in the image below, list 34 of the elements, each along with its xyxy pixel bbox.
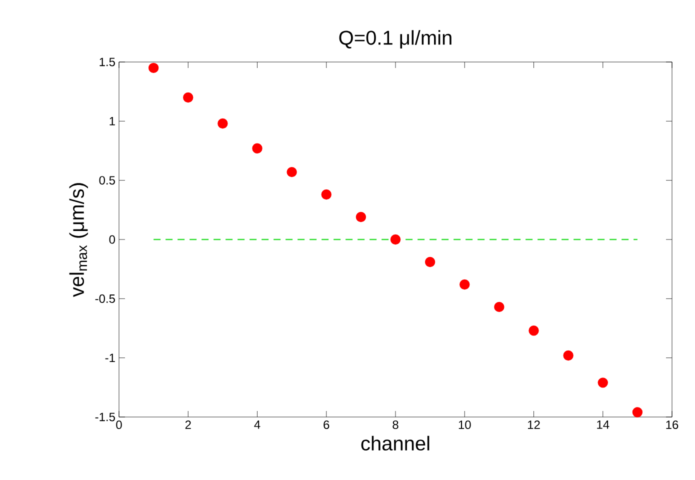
x-tick-label: 6 [324,420,330,430]
y-tick-label: 1.5 [100,58,115,66]
point [218,118,228,129]
y-tick-label: 0.5 [99,176,115,185]
x-tick-label: 12 [528,420,540,429]
x-tick-label: 4 [254,420,260,429]
x-tick-label: 10 [458,420,471,430]
point [252,143,262,154]
x-tick-label: 14 [597,420,610,429]
x-tick-label: 16 [666,420,678,430]
x-tick-label: 2 [185,420,191,429]
x-tick-label: 8 [392,420,398,430]
point [148,62,159,74]
point [528,326,539,336]
point [321,189,332,200]
point [286,166,297,178]
point [460,279,470,290]
y-tick-label: -0.5 [95,294,115,303]
point [390,234,401,245]
point [563,350,574,361]
point [494,302,504,312]
y-tick-label: -1.5 [95,412,115,422]
point [598,378,608,388]
point [356,212,366,222]
x-axis-title: channel [361,436,430,451]
y-tick-label: -1 [105,354,115,362]
y-axis-title: vel$_{max}$ (μm/s) [69,183,88,298]
point [424,256,436,268]
chart-title: Q=0.1 μl/min [339,30,452,49]
y-tick-label: 0 [109,235,116,244]
point [632,407,643,418]
x-tick-label: 0 [116,420,122,430]
point [183,92,194,103]
y-tick-label: 1 [110,117,115,126]
